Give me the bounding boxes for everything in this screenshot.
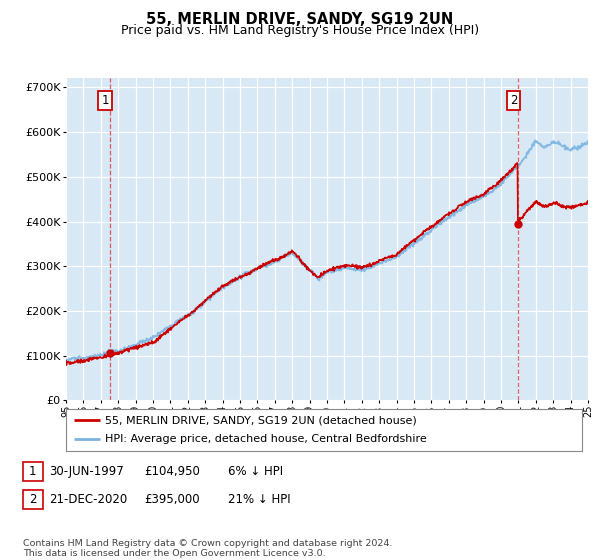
Text: 1: 1 (101, 94, 109, 108)
Text: 55, MERLIN DRIVE, SANDY, SG19 2UN: 55, MERLIN DRIVE, SANDY, SG19 2UN (146, 12, 454, 27)
Text: 21% ↓ HPI: 21% ↓ HPI (228, 493, 290, 506)
Text: 1: 1 (29, 465, 37, 478)
Text: 55, MERLIN DRIVE, SANDY, SG19 2UN (detached house): 55, MERLIN DRIVE, SANDY, SG19 2UN (detac… (104, 415, 416, 425)
Text: 21-DEC-2020: 21-DEC-2020 (49, 493, 127, 506)
Text: 2: 2 (510, 94, 517, 108)
Text: £395,000: £395,000 (144, 493, 200, 506)
Text: Contains HM Land Registry data © Crown copyright and database right 2024.
This d: Contains HM Land Registry data © Crown c… (23, 539, 392, 558)
Text: 6% ↓ HPI: 6% ↓ HPI (228, 465, 283, 478)
Text: 30-JUN-1997: 30-JUN-1997 (49, 465, 124, 478)
Text: Price paid vs. HM Land Registry's House Price Index (HPI): Price paid vs. HM Land Registry's House … (121, 24, 479, 37)
Text: HPI: Average price, detached house, Central Bedfordshire: HPI: Average price, detached house, Cent… (104, 435, 427, 445)
Text: 2: 2 (29, 493, 37, 506)
Text: £104,950: £104,950 (144, 465, 200, 478)
